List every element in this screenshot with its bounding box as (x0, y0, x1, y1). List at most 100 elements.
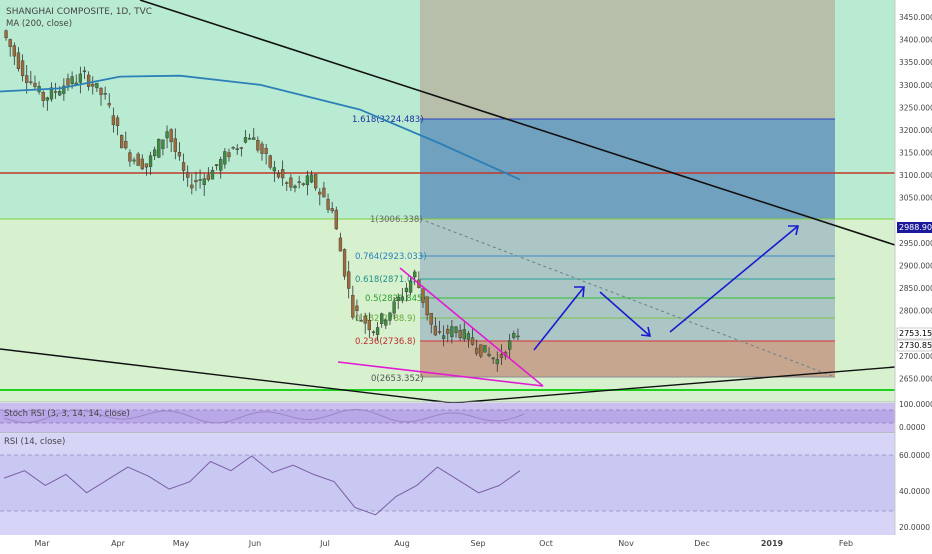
candle-body (115, 117, 120, 127)
candle-body (33, 82, 37, 87)
candle-body (210, 170, 215, 180)
y-tick-label: 3250.000 (899, 103, 932, 112)
candle-body (231, 146, 235, 149)
candle-body (466, 333, 471, 340)
candle-body (260, 143, 264, 154)
fib-label-1: 1(3006.338) (370, 215, 423, 225)
candle-body (318, 191, 322, 195)
price-flag-upper: 2988.905 (899, 223, 932, 232)
candle-body (475, 347, 479, 354)
candle-body (487, 353, 491, 357)
candle-body (516, 335, 520, 338)
descending-trendline (139, 0, 896, 246)
fib-labels: 1.618(3224.483) 1(3006.338) 0.764(2923.0… (352, 115, 427, 384)
candle-body (495, 359, 499, 365)
candle-body (8, 39, 12, 47)
candle-body (297, 181, 301, 183)
ma-label: MA (200, close) (6, 19, 72, 29)
candle-body (206, 174, 210, 180)
candle-body (20, 60, 25, 77)
fib-box-upper (420, 119, 835, 219)
candle-body (491, 357, 495, 360)
candle-body (45, 97, 49, 101)
y-tick-label: 2950.000 (899, 239, 932, 248)
candle-body (314, 174, 318, 189)
ma200-line (0, 74, 521, 181)
y-axis-ticks: 3450.000 3400.000 3350.000 3300.000 3250.000… (899, 13, 932, 532)
rsi-band (0, 455, 895, 511)
candle-body (107, 103, 111, 106)
rsi-y-tick-label: 40.0000 (899, 487, 930, 496)
candle-body (103, 93, 107, 95)
candle-body (462, 329, 466, 340)
candle-body (483, 345, 487, 353)
candle-body (404, 287, 409, 293)
candle-body (371, 331, 376, 333)
candle-body (446, 328, 450, 334)
candle-body (392, 301, 396, 314)
candle-body (181, 162, 186, 171)
candle-body (351, 295, 355, 318)
candle-body (289, 177, 293, 188)
candle-body (177, 151, 182, 157)
fib-box-mid (420, 219, 835, 341)
candle-body (66, 78, 70, 86)
candle-body (355, 305, 359, 312)
stoch-band (0, 410, 895, 423)
candle-body (136, 153, 140, 166)
candle-body (433, 325, 438, 336)
candle-body (380, 313, 384, 324)
x-tick-label: Apr (111, 539, 126, 548)
candle-body (82, 70, 87, 73)
candle-body (276, 173, 281, 178)
candle-body (153, 149, 157, 157)
x-tick-label: 2019 (761, 539, 784, 548)
candle-body (252, 137, 256, 140)
fib-label-0: 0(2653.352) (371, 374, 424, 384)
stoch-rsi-line (3, 409, 525, 424)
y-tick-label: 3100.000 (899, 171, 932, 180)
fib-label-0618: 0.618(2871.0) (355, 275, 416, 285)
candle-body (165, 131, 169, 139)
candle-body (190, 184, 194, 189)
candle-body (421, 288, 425, 303)
candle-body (429, 312, 433, 325)
candle-body (49, 87, 54, 100)
candle-body (413, 271, 417, 278)
candle-body (338, 237, 343, 252)
y-tick-label: 2900.000 (899, 261, 932, 270)
fib-label-0236: 0.236(2736.8) (355, 337, 416, 347)
fib-label-0764: 0.764(2923.033) (355, 252, 427, 262)
x-tick-label: Jul (319, 539, 330, 548)
candle-body (124, 140, 128, 149)
stoch-label: Stoch RSI (3, 3, 14, 14, close) (4, 409, 130, 419)
candle-body (148, 155, 153, 167)
y-tick-label: 3050.000 (899, 194, 932, 203)
candle-body (29, 81, 33, 83)
candle-body (359, 320, 363, 322)
rsi-y-tick-label: 20.0000 (899, 523, 930, 532)
candle-body (91, 83, 95, 87)
rsi-y-tick-label: 60.0000 (899, 451, 930, 460)
fib-label-1618: 1.618(3224.483) (352, 115, 424, 125)
y-tick-label: 3300.000 (899, 81, 932, 90)
candle-body (41, 92, 45, 101)
candle-body (454, 326, 458, 333)
arrow-down-1 (599, 291, 651, 337)
x-tick-label: Feb (839, 539, 853, 548)
candle-body (264, 147, 268, 154)
time-axis[interactable] (0, 535, 932, 550)
candle-body (400, 296, 404, 301)
candle-body (450, 326, 454, 337)
price-flags: 2988.905 2753.159 2730.850 (896, 222, 932, 352)
candle-body (388, 312, 392, 321)
y-tick-label: 2650.000 (899, 374, 932, 383)
arrow-up-1 (533, 286, 585, 351)
candle-body (508, 340, 512, 350)
arrow-up-2 (669, 225, 799, 333)
fib-label-05: 0.5(2829.845) (365, 294, 426, 304)
candle-body (301, 183, 305, 185)
candle-body (161, 139, 165, 149)
candle-body (194, 180, 198, 183)
